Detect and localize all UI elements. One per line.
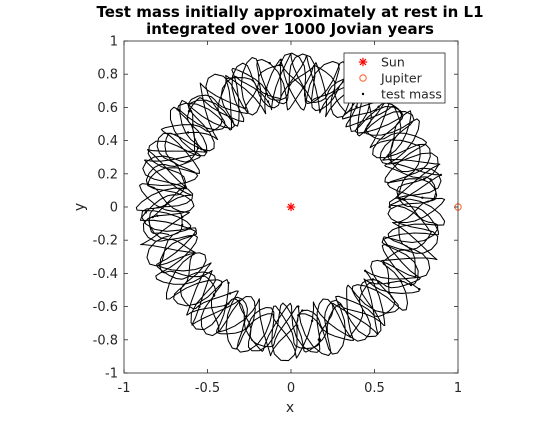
- legend-label-test-mass: test mass: [381, 87, 442, 102]
- test-mass-point-29: [227, 281, 230, 285]
- y-tick-label-7: -0.4: [93, 267, 118, 282]
- x-tick-label-0: -1: [118, 381, 131, 396]
- test-mass-point-52: [188, 227, 191, 230]
- test-mass-point-36: [181, 223, 184, 227]
- legend-label-jupiter: Jupiter: [380, 71, 423, 86]
- x-tick-label-1: -0.5: [195, 381, 220, 396]
- test-mass-point-6: [296, 324, 299, 328]
- test-mass-point-55: [409, 283, 413, 287]
- test-mass-point-23: [377, 281, 380, 284]
- test-mass-point-19: [178, 108, 181, 112]
- legend-marker-sun: [358, 57, 368, 67]
- test-mass-point-14: [297, 305, 300, 308]
- y-tick-label-0: 1: [110, 35, 118, 50]
- test-mass-point-22: [297, 314, 300, 317]
- test-mass-point-39: [399, 279, 403, 283]
- test-mass-point-47: [418, 288, 421, 291]
- y-tick-label-8: -0.6: [93, 300, 118, 315]
- test-mass-point-51: [204, 150, 207, 153]
- test-mass-point-9: [374, 109, 378, 112]
- test-mass-point-42: [264, 86, 268, 90]
- test-mass-point-1: [363, 131, 366, 134]
- test-mass-point-31: [387, 282, 390, 285]
- test-mass-point-43: [200, 147, 203, 151]
- test-mass-point-32: [433, 187, 437, 190]
- x-axis-ticks: -1 -0.5 0 0.5 1: [118, 41, 462, 396]
- sun-marker-0: [286, 202, 296, 212]
- x-axis-label: x: [286, 400, 294, 416]
- test-mass-point-3: [187, 110, 191, 113]
- y-tick-label-9: -0.8: [93, 333, 118, 348]
- y-tick-label-2: 0.6: [97, 101, 118, 116]
- test-mass-point-26: [278, 63, 281, 67]
- test-mass-point-34: [268, 61, 271, 65]
- test-mass-point-20: [156, 214, 159, 217]
- test-mass-point-48: [439, 173, 443, 177]
- y-tick-label-5: 0: [110, 201, 118, 216]
- test-mass-point-15: [363, 269, 367, 272]
- y-tick-label-3: 0.4: [97, 134, 118, 149]
- test-mass-point-16: [401, 197, 405, 201]
- test-mass-point-11: [176, 108, 179, 111]
- test-mass-point-38: [310, 319, 314, 323]
- test-mass-point-30: [301, 309, 304, 312]
- test-mass-point-10: [279, 61, 282, 65]
- y-tick-label-6: -0.2: [93, 234, 118, 249]
- test-mass-point-50: [265, 92, 269, 96]
- y-tick-label-1: 0.8: [97, 68, 118, 83]
- test-mass-point-24: [421, 196, 424, 199]
- test-mass-point-59: [196, 146, 200, 150]
- test-mass-point-45: [227, 302, 230, 305]
- chart-title-line-1: Test mass initially approximately at res…: [96, 3, 483, 21]
- test-mass-point-54: [317, 338, 321, 341]
- test-mass-point-35: [186, 131, 190, 134]
- test-mass-point-2: [287, 83, 290, 86]
- test-mass-point-0: [388, 205, 391, 209]
- test-mass-point-5: [198, 305, 201, 308]
- legend-label-sun: Sun: [381, 55, 405, 70]
- test-mass-point-7: [371, 278, 375, 281]
- test-mass-point-40: [429, 178, 432, 181]
- legend-box: [343, 52, 446, 104]
- y-axis-label: y: [72, 203, 88, 211]
- y-tick-label-4: 0.2: [97, 167, 118, 182]
- test-mass-point-58: [266, 100, 270, 103]
- x-tick-label-4: 1: [454, 381, 462, 396]
- test-mass-point-56: [422, 177, 426, 181]
- x-tick-label-2: 0: [287, 381, 295, 396]
- test-mass-point-18: [279, 58, 283, 61]
- y-tick-label-10: -1: [105, 367, 118, 382]
- test-mass-point-17: [377, 105, 380, 109]
- test-mass-point-21: [212, 293, 216, 296]
- y-axis-ticks: 1 0.8 0.6 0.4 0.2 0 -0.2 -0.4 -0.6 -0.8 -1: [93, 35, 458, 382]
- test-mass-point-12: [151, 215, 154, 219]
- test-mass-point-53: [224, 304, 227, 308]
- test-mass-point-28: [181, 215, 184, 219]
- test-mass-point-27: [191, 123, 195, 126]
- test-mass-point-57: [355, 105, 358, 108]
- chart-title-line-2: integrated over 1000 Jovian years: [146, 20, 434, 38]
- test-mass-point-37: [228, 292, 232, 295]
- legend-marker-jupiter: [359, 74, 367, 82]
- chart-title: Test mass initially approximately at res…: [96, 3, 483, 38]
- test-mass-point-4: [144, 211, 147, 214]
- x-tick-label-3: 0.5: [364, 381, 385, 396]
- legend-marker-test-mass: [361, 92, 365, 96]
